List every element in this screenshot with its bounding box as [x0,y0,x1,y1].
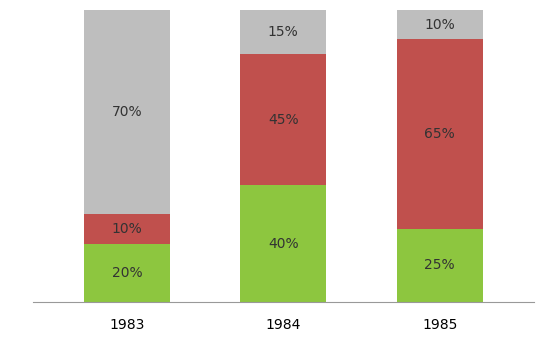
Text: 15%: 15% [268,25,299,39]
Bar [240,185,326,302]
Bar [240,10,326,54]
Text: 45%: 45% [268,113,299,127]
Bar [397,229,483,302]
Bar [84,244,170,302]
Text: 25%: 25% [425,258,455,272]
Bar [397,39,483,229]
Text: 10%: 10% [424,18,455,32]
Text: 65%: 65% [424,127,455,141]
Text: 10%: 10% [112,222,142,236]
Text: 40%: 40% [268,237,299,250]
Text: 20%: 20% [112,266,142,280]
Bar [84,214,170,244]
Bar [397,10,483,39]
Text: 70%: 70% [112,105,142,119]
Bar [240,54,326,185]
Bar [84,10,170,214]
